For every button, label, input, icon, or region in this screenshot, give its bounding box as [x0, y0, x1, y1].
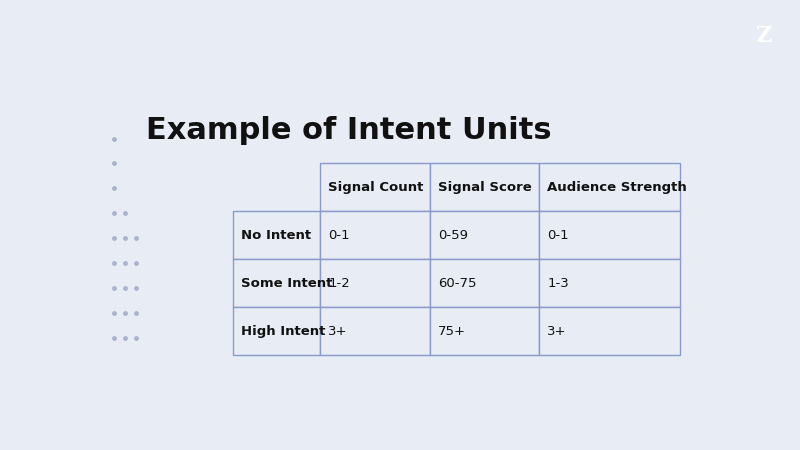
Text: 60-75: 60-75 — [438, 277, 476, 290]
Bar — [539, 211, 680, 259]
Text: High Intent: High Intent — [242, 325, 326, 338]
Text: Signal Count: Signal Count — [329, 181, 424, 194]
Bar — [430, 211, 539, 259]
Text: 0-59: 0-59 — [438, 229, 468, 242]
Bar — [234, 163, 320, 211]
Text: Z: Z — [755, 25, 771, 47]
Text: Signal Score: Signal Score — [438, 181, 531, 194]
Bar — [539, 163, 680, 211]
Bar — [430, 259, 539, 307]
Bar — [234, 259, 320, 307]
Bar — [320, 307, 430, 356]
Bar — [539, 259, 680, 307]
Bar — [234, 211, 320, 259]
Bar — [320, 259, 430, 307]
Text: 1-3: 1-3 — [547, 277, 569, 290]
Text: 75+: 75+ — [438, 325, 466, 338]
Bar — [539, 307, 680, 356]
Bar — [320, 211, 430, 259]
Text: 0-1: 0-1 — [329, 229, 350, 242]
Bar — [320, 163, 430, 211]
Text: Some Intent: Some Intent — [242, 277, 333, 290]
Text: 1-2: 1-2 — [329, 277, 350, 290]
Text: 3+: 3+ — [329, 325, 348, 338]
Text: Example of Intent Units: Example of Intent Units — [146, 117, 552, 145]
Bar — [430, 307, 539, 356]
Text: 0-1: 0-1 — [547, 229, 569, 242]
Bar — [234, 307, 320, 356]
Bar — [430, 163, 539, 211]
Text: No Intent: No Intent — [242, 229, 311, 242]
Text: Audience Strength: Audience Strength — [547, 181, 687, 194]
Text: 3+: 3+ — [547, 325, 566, 338]
